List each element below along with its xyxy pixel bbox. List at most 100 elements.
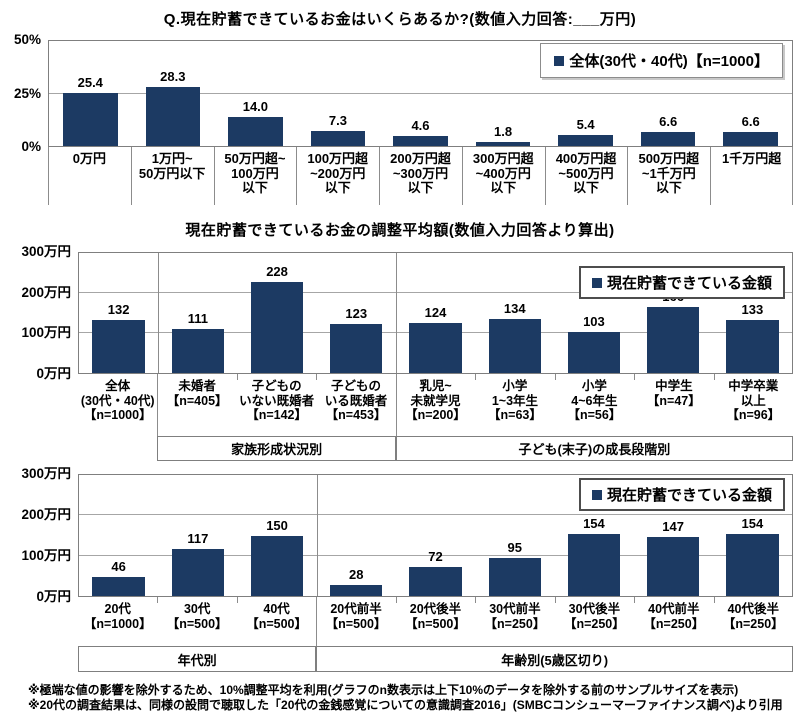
x-axis-category-label: 1万円~ 50万円以下	[131, 147, 214, 205]
x-axis-label-line: 乳児~	[419, 379, 452, 393]
y-axis-tick-label: 100万円	[21, 548, 71, 563]
category-tick	[634, 597, 636, 603]
category-tick	[296, 147, 298, 205]
x-axis-label-line: 20代後半	[409, 602, 462, 616]
bar-column: 28.3	[132, 41, 215, 146]
group-label-box: 年代別	[78, 646, 317, 672]
bar	[63, 92, 118, 146]
x-axis-category-label: 20代後半 【n=500】	[396, 597, 475, 646]
bar-value-label: 72	[428, 548, 443, 564]
bar-value-label: 28	[349, 566, 364, 582]
footnote-20s-source: ※20代の調査結果は、同様の設問で聴取した「20代の金銭感覚についての意識調査2…	[28, 698, 783, 712]
x-axis-label-row: 20代 【n=1000】 30代 【n=500】 40代 【n=500】 20代前半 【n=5…	[78, 597, 793, 646]
x-axis-label-line: 200万円超	[390, 151, 451, 166]
group-divider-line	[316, 597, 318, 646]
x-axis-category-label: 400万円超 ~500万円 以下	[545, 147, 628, 205]
bar-value-label: 25.4	[77, 74, 103, 90]
bar-value-label: 134	[503, 301, 526, 317]
bar	[310, 130, 366, 146]
category-tick	[395, 597, 397, 603]
bar	[409, 323, 462, 373]
bar-column: 95	[475, 475, 554, 596]
x-axis-label-line: 30代前半	[489, 602, 541, 616]
x-axis-category-label: 中学卒業 以上 【n=96】	[714, 374, 793, 436]
x-axis-label-line: 30代	[183, 602, 211, 616]
category-tick	[157, 597, 159, 603]
bar-value-label: 117	[187, 530, 209, 546]
x-axis-category-label: 40代前半 【n=250】	[634, 597, 713, 646]
x-axis-category-label: 小学 1~3年生 【n=63】	[475, 374, 554, 436]
x-axis-label-line: 全体	[105, 379, 131, 393]
bar-value-label: 6.6	[659, 114, 678, 130]
category-tick	[713, 597, 715, 603]
category-tick	[236, 597, 238, 603]
category-tick	[379, 147, 381, 205]
x-axis-label-line: 中学生	[655, 379, 693, 393]
x-axis-category-label: 40代後半 【n=250】	[714, 597, 793, 646]
x-axis-label-line: ~200万円	[310, 165, 366, 181]
x-axis-category-label: 小学 4~6年生 【n=56】	[555, 374, 634, 436]
y-axis-tick-label: 0万円	[36, 589, 71, 604]
category-tick	[475, 597, 477, 603]
bar-value-label: 46	[111, 559, 126, 575]
y-axis-tick-label: 25%	[13, 85, 41, 101]
x-axis-label-line: 1千万円超	[721, 151, 782, 166]
bar-column: 28	[317, 475, 396, 596]
x-axis-label-line: 50万円以下	[138, 165, 206, 181]
chart3-plot: 現在貯蓄できている金額 46 117 150 28 72 95 154 147 154	[78, 474, 793, 597]
bar	[171, 328, 224, 373]
chart2-title: 現在貯蓄できているお金の調整平均額(数値入力回答より算出)	[185, 222, 615, 239]
bar-column: 25.4	[49, 41, 132, 146]
x-axis-label-line: 以下	[407, 180, 434, 195]
legend-marker-icon	[591, 277, 602, 288]
y-axis-tick-label: 0%	[21, 139, 41, 154]
gridline	[79, 514, 792, 516]
x-axis-label-line: ~500万円	[558, 165, 614, 181]
bar-value-label: 133	[741, 301, 764, 317]
bar	[488, 319, 541, 373]
bar-column: 228	[237, 253, 316, 373]
bar-value-label: 7.3	[328, 112, 347, 128]
bar	[92, 577, 145, 596]
y-axis-tick-label: 200万円	[21, 284, 71, 300]
chart2-legend-label: 現在貯蓄できている金額	[606, 275, 772, 292]
footnote-adjusted-mean: ※極端な値の影響を除外するため、10%調整平均を利用(グラフのn数表示は上下10…	[28, 683, 739, 697]
x-axis-label-line: 500万円超	[638, 151, 700, 166]
category-tick	[130, 147, 132, 205]
x-axis-label-line: 【n=250】	[643, 616, 705, 631]
x-axis-category-label: 中学生 【n=47】	[634, 374, 713, 436]
category-tick	[461, 147, 463, 205]
y-axis-tick-label: 50%	[13, 32, 41, 47]
x-axis-category-label: 全体 (30代・40代) 【n=1000】	[78, 374, 157, 436]
x-axis-label-line: 【n=500】	[405, 616, 466, 631]
x-axis-label-line: 子どもの	[251, 379, 302, 393]
x-axis-label-line: 【n=500】	[325, 616, 387, 631]
x-axis-label-line: 以上	[740, 393, 766, 408]
x-axis-label-line: 以下	[241, 180, 268, 195]
bar-column: 147	[634, 475, 713, 596]
y-axis-tick-label: 300万円	[21, 244, 71, 259]
bar-value-label: 14.0	[242, 98, 269, 114]
x-axis-label-line: 未婚者	[178, 379, 216, 393]
bar-column: 111	[158, 253, 237, 373]
x-axis-category-label: 200万円超 ~300万円 以下	[379, 147, 462, 205]
bar	[92, 320, 145, 373]
category-tick	[236, 374, 238, 380]
y-axis-tick-label: 300万円	[21, 466, 71, 481]
x-axis-label-line: 以下	[573, 180, 600, 195]
bar	[567, 331, 621, 373]
bar-column: 150	[237, 475, 316, 596]
x-axis-label-row: 0万円 1万円~ 50万円以下 50万円超~ 100万円 以下 100万円超 ~200万円 以下…	[48, 147, 793, 205]
x-axis-label-line: 20代前半	[330, 602, 382, 616]
group-divider-line	[316, 475, 318, 596]
bar	[145, 86, 201, 146]
gridline	[79, 554, 792, 556]
x-axis-category-label: 子どもの いない既婚者 【n=142】	[237, 374, 316, 436]
bar	[409, 566, 462, 596]
bar-column: 124	[396, 253, 475, 373]
x-axis-label-line: ~400万円	[475, 165, 531, 181]
x-axis-label-line: 【n=47】	[646, 393, 701, 408]
x-axis-label-line: 【n=500】	[166, 616, 228, 631]
bar	[330, 323, 383, 373]
